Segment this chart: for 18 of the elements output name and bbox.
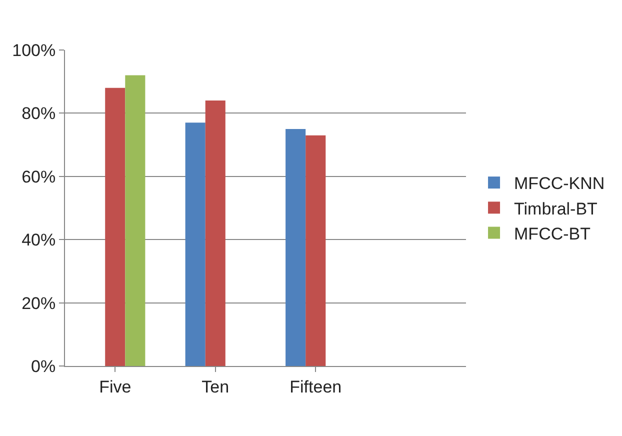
y-tick-label: 40% bbox=[22, 230, 56, 250]
bar bbox=[286, 129, 306, 366]
y-tick-label: 20% bbox=[22, 294, 56, 313]
bar bbox=[185, 122, 206, 366]
legend-label: MFCC-KNN bbox=[514, 174, 605, 194]
legend-label: MFCC-BT bbox=[514, 224, 591, 244]
y-tick-label: 60% bbox=[22, 167, 56, 186]
x-tick-label: Fifteen bbox=[290, 377, 342, 396]
bar bbox=[205, 100, 226, 366]
x-tick-label: Ten bbox=[202, 377, 230, 396]
legend-label: Timbral-BT bbox=[514, 199, 598, 218]
y-tick-label: 80% bbox=[22, 104, 56, 124]
bar bbox=[105, 88, 126, 366]
bar bbox=[125, 75, 146, 366]
x-tick-label: Five bbox=[99, 377, 132, 396]
bar bbox=[306, 135, 326, 366]
y-tick-label: 0% bbox=[31, 356, 56, 376]
y-tick-label: 100% bbox=[12, 40, 56, 60]
